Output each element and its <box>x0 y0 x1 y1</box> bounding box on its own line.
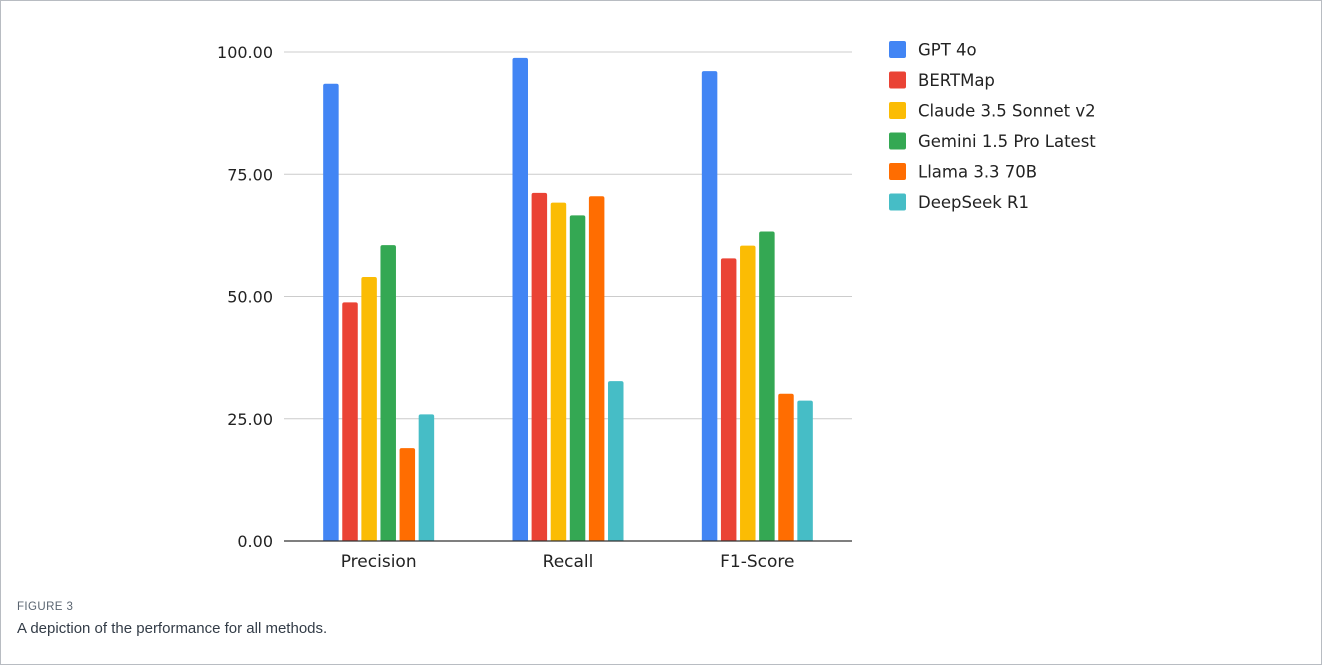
legend-swatch <box>889 71 906 89</box>
y-tick-label: 25.00 <box>227 410 273 429</box>
bars <box>323 57 813 542</box>
bar-precision-bertmap <box>342 302 358 541</box>
bar-f1-score-deepseek-r1 <box>797 400 813 541</box>
bar-chart: 0.00 25.00 50.00 75.00 100.00 Precision Recal… <box>217 41 1096 573</box>
y-tick-label: 75.00 <box>227 165 273 184</box>
bar-f1-score-gemini-1-5-pro-latest <box>759 231 775 541</box>
legend-label: BERTMap <box>918 71 995 90</box>
bar-recall-deepseek-r1 <box>608 381 624 541</box>
y-tick-label: 100.00 <box>217 43 273 62</box>
bar-f1-score-gpt-4o <box>701 71 718 542</box>
x-category-label: Recall <box>543 552 594 572</box>
y-tick-label: 50.00 <box>227 288 273 307</box>
x-category-label: F1-Score <box>720 552 794 572</box>
legend-label: GPT 4o <box>918 41 977 60</box>
bar-precision-llama-3-3-70b <box>399 448 416 541</box>
legend-swatch <box>889 102 906 119</box>
bar-precision-claude-3-5-sonnet-v2 <box>361 276 377 541</box>
bar-recall-claude-3-5-sonnet-v2 <box>550 202 567 541</box>
bar-precision-deepseek-r1 <box>418 414 435 541</box>
legend-swatch <box>889 193 906 211</box>
legend-swatch <box>889 132 906 150</box>
bar-precision-gemini-1-5-pro-latest <box>380 245 396 541</box>
bar-f1-score-llama-3-3-70b <box>778 393 794 541</box>
legend-label: Llama 3.3 70B <box>918 163 1037 182</box>
x-category-label: Precision <box>341 552 417 572</box>
legend-label: Gemini 1.5 Pro Latest <box>918 132 1096 151</box>
x-axis-category-labels: Precision Recall F1-Score <box>341 552 795 572</box>
legend-label: Claude 3.5 Sonnet v2 <box>918 102 1096 121</box>
legend-swatch <box>889 41 906 58</box>
bar-f1-score-claude-3-5-sonnet-v2 <box>740 245 756 542</box>
figure-label: FIGURE 3 <box>17 601 74 613</box>
bar-recall-llama-3-3-70b <box>588 196 605 541</box>
figure-caption: A depiction of the performance for all m… <box>17 620 328 637</box>
bar-precision-gpt-4o <box>323 83 339 541</box>
legend-swatch <box>889 163 906 180</box>
bar-recall-gpt-4o <box>512 57 528 541</box>
bar-recall-bertmap <box>531 192 548 541</box>
y-tick-label: 0.00 <box>237 532 273 551</box>
bar-recall-gemini-1-5-pro-latest <box>569 215 586 542</box>
y-axis-tick-labels: 0.00 25.00 50.00 75.00 100.00 <box>217 43 273 551</box>
legend-label: DeepSeek R1 <box>918 193 1029 212</box>
legend: GPT 4o BERTMap Claude 3.5 Sonnet v2 Gemini … <box>889 41 1096 212</box>
gridlines <box>284 51 852 420</box>
bar-f1-score-bertmap <box>720 258 737 541</box>
